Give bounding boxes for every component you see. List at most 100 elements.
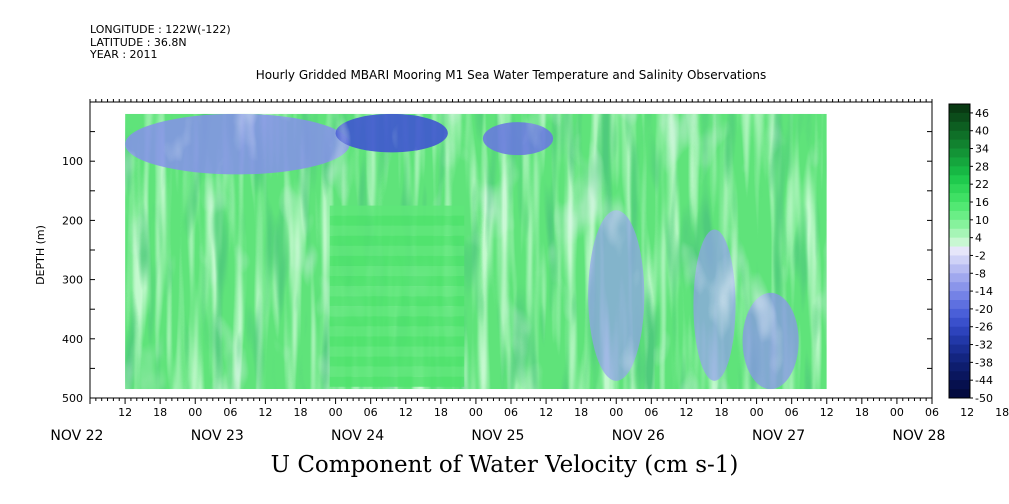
interpolated-band [329, 356, 465, 367]
x-hour-label: 18 [153, 406, 167, 419]
colorbar-swatch [949, 291, 970, 301]
interpolated-band [329, 225, 465, 236]
colorbar-swatch [949, 308, 970, 319]
colorbar-swatch [949, 344, 970, 354]
interpolated-band [329, 265, 465, 277]
x-hour-label: 06 [785, 406, 799, 419]
interpolated-band [329, 255, 465, 266]
x-hour-label: 00 [329, 406, 343, 419]
dataset-metadata: LONGITUDE : 122W(-122) LATITUDE : 36.8N … [90, 23, 231, 62]
colorbar-label: -2 [975, 249, 986, 262]
interpolated-band [329, 235, 465, 246]
colorbar-label: -50 [975, 392, 993, 405]
x-date-label: NOV 26 [612, 428, 665, 444]
interpolated-band [329, 336, 465, 347]
x-hour-label: 06 [504, 406, 518, 419]
y-axis: 100 200 300 400 500 [62, 101, 932, 405]
x-hour-label: 06 [223, 406, 237, 419]
colorbar-label: 10 [975, 214, 989, 227]
colorbar-swatch [949, 175, 970, 185]
colorbar-label: -32 [975, 339, 993, 352]
colorbar-border [948, 103, 971, 399]
interpolated-band [329, 286, 465, 297]
colorbar-label: 28 [975, 160, 989, 173]
longitude-label: LONGITUDE : 122W(-122) [90, 23, 231, 36]
colorbar-swatch [949, 184, 970, 194]
colorbar-swatch [949, 219, 970, 230]
colorbar-swatch [949, 371, 970, 381]
colorbar-label: -20 [975, 303, 993, 316]
x-hour-label: 12 [118, 406, 132, 419]
x-hour-label: 12 [258, 406, 272, 419]
latitude-label: LATITUDE : 36.8N [90, 35, 187, 49]
colorbar-swatch [949, 362, 970, 372]
y-tick-label: 300 [62, 274, 83, 287]
colorbar-label: 16 [975, 196, 989, 209]
y-tick-label: 200 [62, 214, 83, 227]
colorbar-swatch [949, 112, 970, 123]
y-tick-label: 100 [62, 155, 83, 168]
colorbar-swatch [949, 228, 970, 239]
colorbar-swatch [949, 193, 970, 203]
interpolated-band [329, 245, 465, 256]
interpolated-band [329, 366, 465, 377]
x-hour-label: 00 [750, 406, 764, 419]
x-hour-label: 12 [820, 406, 834, 419]
x-hour-label: 12 [960, 406, 974, 419]
colorbar-swatch [949, 353, 970, 363]
colorbar-swatch [949, 157, 970, 167]
colorbar-label: 34 [975, 143, 989, 156]
colorbar: 46 40 34 28 22 16 10 4 -2 -8 -14 -20 -26 -32 -38 -44 -50 [948, 103, 993, 405]
colorbar-swatch [949, 166, 970, 176]
x-date-label: NOV 27 [752, 428, 805, 444]
colorbar-swatch [949, 317, 970, 328]
colorbar-swatch [949, 246, 970, 256]
x-hour-label: 18 [294, 406, 308, 419]
x-date-label: NOV 22 [50, 428, 103, 444]
x-hour-label: 12 [399, 406, 413, 419]
y-tick-label: 500 [62, 392, 83, 405]
colorbar-swatch [949, 335, 970, 345]
interpolated-band [329, 346, 465, 357]
year-label: YEAR : 2011 [90, 48, 158, 61]
velocity-field [125, 113, 827, 390]
interpolated-band [329, 215, 465, 226]
colorbar-swatch [949, 121, 970, 132]
x-hour-label: 12 [539, 406, 553, 419]
colorbar-label: 46 [975, 107, 989, 120]
x-date-label: NOV 24 [331, 428, 384, 444]
x-hour-label: 00 [609, 406, 623, 419]
chart-title: Hourly Gridded MBARI Mooring M1 Sea Wate… [255, 68, 767, 82]
colorbar-label: -8 [975, 267, 986, 280]
x-hour-label: 18 [715, 406, 729, 419]
interpolated-band [329, 316, 465, 327]
colorbar-label: 22 [975, 178, 989, 191]
interpolated-band [329, 296, 465, 307]
colorbar-swatch [949, 148, 970, 158]
field-texture [125, 113, 827, 390]
chart-caption: U Component of Water Velocity (cm s-1) [270, 452, 739, 478]
x-hour-label: 18 [574, 406, 588, 419]
x-hour-label: 00 [469, 406, 483, 419]
colorbar-swatch [949, 210, 970, 221]
x-hour-label: 06 [644, 406, 658, 419]
interpolated-band [329, 276, 465, 287]
colorbar-label: -14 [975, 285, 993, 298]
colorbar-label: -26 [975, 321, 993, 334]
colorbar-label: -38 [975, 356, 993, 369]
x-hour-label: 00 [890, 406, 904, 419]
y-tick-label: 400 [62, 333, 83, 346]
colorbar-swatch [949, 273, 970, 283]
interpolated-band [329, 376, 465, 387]
colorbar-swatch [949, 139, 970, 149]
x-hour-label: 12 [679, 406, 693, 419]
colorbar-swatch [949, 202, 970, 212]
colorbar-swatch [949, 255, 970, 265]
x-hour-label: 18 [855, 406, 869, 419]
colorbar-swatch [949, 264, 970, 274]
colorbar-swatch [949, 380, 970, 390]
interpolated-band [329, 306, 465, 317]
colorbar-label: 4 [975, 232, 982, 245]
colorbar-swatch [949, 130, 970, 141]
